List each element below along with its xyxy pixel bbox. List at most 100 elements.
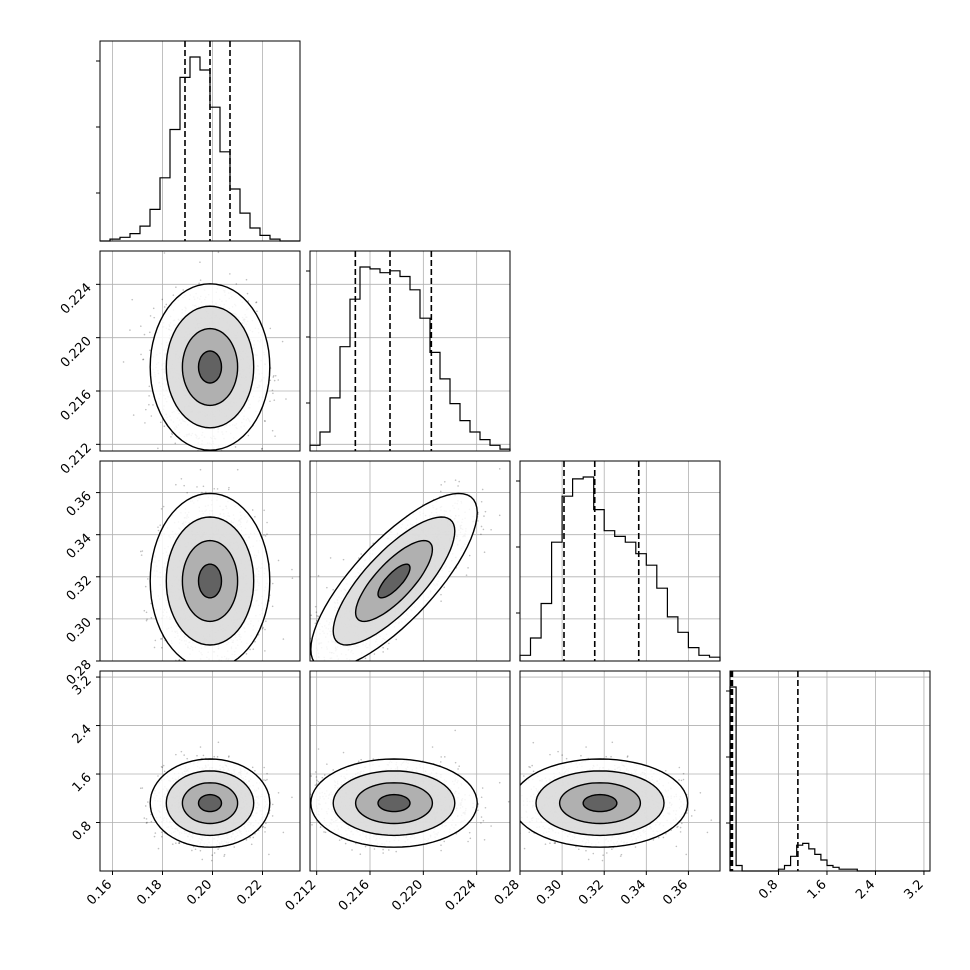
scatter-point (199, 467, 201, 469)
scatter-point (149, 315, 152, 317)
contour-level (197, 350, 223, 384)
scatter-point (263, 419, 266, 422)
scatter-point (266, 521, 268, 524)
scatter-point (202, 485, 205, 488)
scatter-point (249, 648, 251, 651)
scatter-point (229, 273, 231, 275)
scatter-point (140, 554, 143, 556)
scatter-point (266, 533, 268, 536)
scatter-point (195, 672, 197, 674)
scatter-point (269, 400, 271, 403)
scatter-point (255, 301, 258, 303)
scatter-point (165, 303, 168, 306)
scatter-point (159, 421, 162, 424)
scatter-point (308, 611, 310, 613)
scatter-point (263, 509, 265, 512)
scatter-point (247, 434, 250, 437)
scatter-point (160, 646, 163, 649)
scatter-point (216, 488, 219, 490)
scatter-point (183, 484, 185, 487)
scatter-point (256, 310, 258, 313)
scatter-point (157, 526, 159, 528)
scatter-point (159, 524, 162, 527)
scatter-point (268, 682, 270, 684)
scatter-point (273, 379, 276, 382)
scatter-point (140, 325, 142, 327)
scatter-point (132, 414, 135, 416)
scatter-point (182, 289, 185, 291)
scatter-point (147, 578, 149, 580)
scatter-point (205, 461, 207, 463)
scatter-point (163, 252, 166, 254)
scatter-point (140, 353, 142, 356)
scatter-point (143, 333, 146, 336)
scatter-point (142, 358, 144, 361)
scatter-point (175, 286, 177, 289)
scatter-point (198, 282, 200, 285)
scatter-point (170, 436, 172, 438)
scatter-point (199, 468, 202, 471)
scatter-point (148, 385, 151, 388)
scatter-point (129, 329, 131, 331)
scatter-point (174, 442, 177, 445)
scatter-point (178, 659, 181, 661)
scatter-point (251, 509, 254, 511)
scatter-point (152, 404, 154, 406)
scatter-point (172, 294, 175, 296)
scatter-point (227, 488, 230, 491)
scatter-point (196, 486, 198, 488)
scatter-point (160, 638, 162, 640)
scatter-point (180, 477, 183, 480)
scatter-point (255, 301, 257, 304)
scatter-point (273, 399, 276, 401)
scatter-point (264, 650, 266, 652)
scatter-point (150, 415, 153, 417)
scatter-point (265, 620, 267, 622)
scatter-point (254, 515, 256, 518)
scatter-point (213, 487, 216, 490)
panel-frame (99, 250, 301, 452)
scatter-point (145, 611, 148, 614)
scatter-point (141, 550, 144, 552)
scatter-point (175, 483, 177, 486)
scatter-point (252, 648, 255, 650)
scatter-point (245, 278, 248, 281)
scatter-point (269, 379, 272, 382)
scatter-point (200, 675, 202, 677)
scatter-point (206, 663, 208, 665)
scatter-point (160, 637, 163, 640)
scatter-point (205, 457, 207, 459)
scatter-point (235, 283, 238, 285)
scatter-point (264, 420, 266, 423)
scatter-point (228, 486, 230, 489)
scatter-point (264, 535, 267, 537)
scatter-point (251, 662, 253, 664)
scatter-point (162, 505, 165, 508)
scatter-point (153, 646, 156, 649)
scatter-point (171, 433, 174, 436)
scatter-point (277, 379, 280, 381)
scatter-point (274, 435, 276, 437)
scatter-point (122, 361, 125, 363)
scatter-point (144, 585, 147, 588)
scatter-point (139, 550, 142, 553)
scatter-point (185, 463, 187, 465)
scatter-point (269, 327, 272, 330)
scatter-point (210, 663, 212, 665)
scatter-point (246, 292, 249, 295)
scatter-point (262, 626, 265, 629)
scatter-point (234, 446, 237, 448)
scatter-point (271, 605, 274, 608)
scatter-point (261, 447, 263, 450)
scatter-point (218, 668, 220, 670)
scatter-point (195, 453, 197, 455)
scatter-point (152, 307, 155, 310)
scatter-point (150, 616, 153, 619)
scatter-point (247, 300, 250, 302)
scatter-point (157, 529, 160, 532)
scatter-point (163, 306, 166, 308)
scatter-point (214, 679, 216, 681)
scatter-point (143, 609, 146, 612)
scatter-point (205, 491, 207, 494)
